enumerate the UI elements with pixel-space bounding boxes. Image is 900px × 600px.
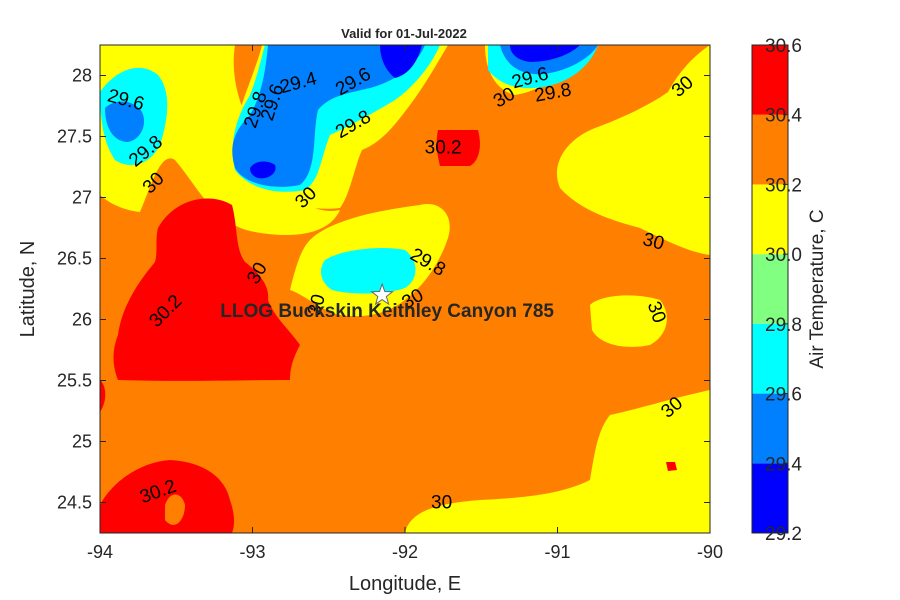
y-axis-label: Latitude, N bbox=[17, 241, 39, 338]
colorbar-segment bbox=[752, 393, 788, 464]
x-tick-label: -90 bbox=[697, 542, 723, 562]
station-marker-group: LLOG Buckskin Keithley Canyon 785 bbox=[220, 282, 554, 322]
x-tick-label: -93 bbox=[239, 542, 265, 562]
colorbar-tick-label: 30.0 bbox=[765, 245, 802, 266]
y-tick-label: 28 bbox=[72, 66, 92, 86]
plot-area bbox=[100, 45, 710, 533]
y-axis-ticks: 24.5 25 25.5 26 26.5 27 27.5 28 bbox=[57, 66, 710, 513]
band-29-2-to-29-4-northeast bbox=[510, 45, 580, 62]
band-30-2-to-30-4-southwest-hole bbox=[165, 494, 185, 525]
band-30-0-to-30-2-east bbox=[556, 45, 710, 255]
colorbar-tick-label: 29.2 bbox=[765, 524, 802, 545]
y-tick-label: 24.5 bbox=[57, 493, 92, 513]
band-30-0-to-30-2-southeast-lobe bbox=[590, 295, 667, 347]
colorbar-segment bbox=[752, 463, 788, 533]
y-tick-label: 25.5 bbox=[57, 371, 92, 391]
colorbar-segment bbox=[752, 184, 788, 255]
colorbar-segment bbox=[752, 254, 788, 324]
y-tick-label: 27 bbox=[72, 188, 92, 208]
colorbar-frame bbox=[751, 44, 789, 534]
band-30-4-to-30-6-west bbox=[113, 198, 300, 381]
band-30-4-to-30-6-east-speck bbox=[666, 462, 677, 471]
x-tick-label: -91 bbox=[544, 542, 570, 562]
y-tick-label: 25 bbox=[72, 432, 92, 452]
band-30-4-to-30-6-southwest bbox=[100, 460, 235, 533]
band-30-4-to-30-6-small-east bbox=[436, 130, 480, 166]
x-tick-label: -92 bbox=[392, 542, 418, 562]
station-star-icon bbox=[370, 282, 395, 306]
band-29-4-to-29-6-north bbox=[232, 45, 425, 187]
y-tick-label: 27.5 bbox=[57, 127, 92, 147]
colorbar-tick-label: 30.2 bbox=[765, 175, 802, 196]
contour-label: 30 bbox=[431, 493, 452, 514]
colorbar-segment bbox=[752, 323, 788, 394]
colorbar-tick-label: 29.4 bbox=[765, 454, 802, 475]
y-tick-label: 26.5 bbox=[57, 249, 92, 269]
y-tick-label: 26 bbox=[72, 310, 92, 330]
colorbar-tick-label: 29.8 bbox=[765, 315, 802, 336]
x-axis-label: Longitude, E bbox=[349, 573, 461, 595]
band-29-2-to-29-4-north-small bbox=[250, 161, 276, 179]
band-29-6-to-29-8-center bbox=[320, 248, 416, 294]
colorbar-tick-label: 30.4 bbox=[765, 106, 802, 127]
colorbar-tick-label: 30.6 bbox=[765, 36, 802, 57]
contour-label: 30.2 bbox=[425, 137, 462, 158]
chart-title: Valid for 01-Jul-2022 bbox=[341, 26, 467, 41]
colorbar-segment bbox=[752, 45, 788, 115]
colorbar: 29.2 29.4 29.6 29.8 30.0 30.2 30.4 30.6 bbox=[751, 36, 802, 545]
band-29-2-to-29-4-north bbox=[380, 45, 422, 78]
colorbar-tick-label: 29.6 bbox=[765, 385, 802, 406]
colorbar-label: Air Temperature, C bbox=[807, 209, 828, 368]
band-30-4-to-30-6-west-edge bbox=[100, 380, 106, 412]
x-axis-ticks: -94 -93 -92 -91 -90 bbox=[87, 45, 723, 562]
station-label: LLOG Buckskin Keithley Canyon 785 bbox=[220, 301, 554, 322]
band-30-0-to-30-2-southeast bbox=[405, 390, 710, 533]
colorbar-segment bbox=[752, 114, 788, 185]
band-29-4-to-29-6-northwest bbox=[105, 101, 145, 142]
x-tick-label: -94 bbox=[87, 542, 113, 562]
